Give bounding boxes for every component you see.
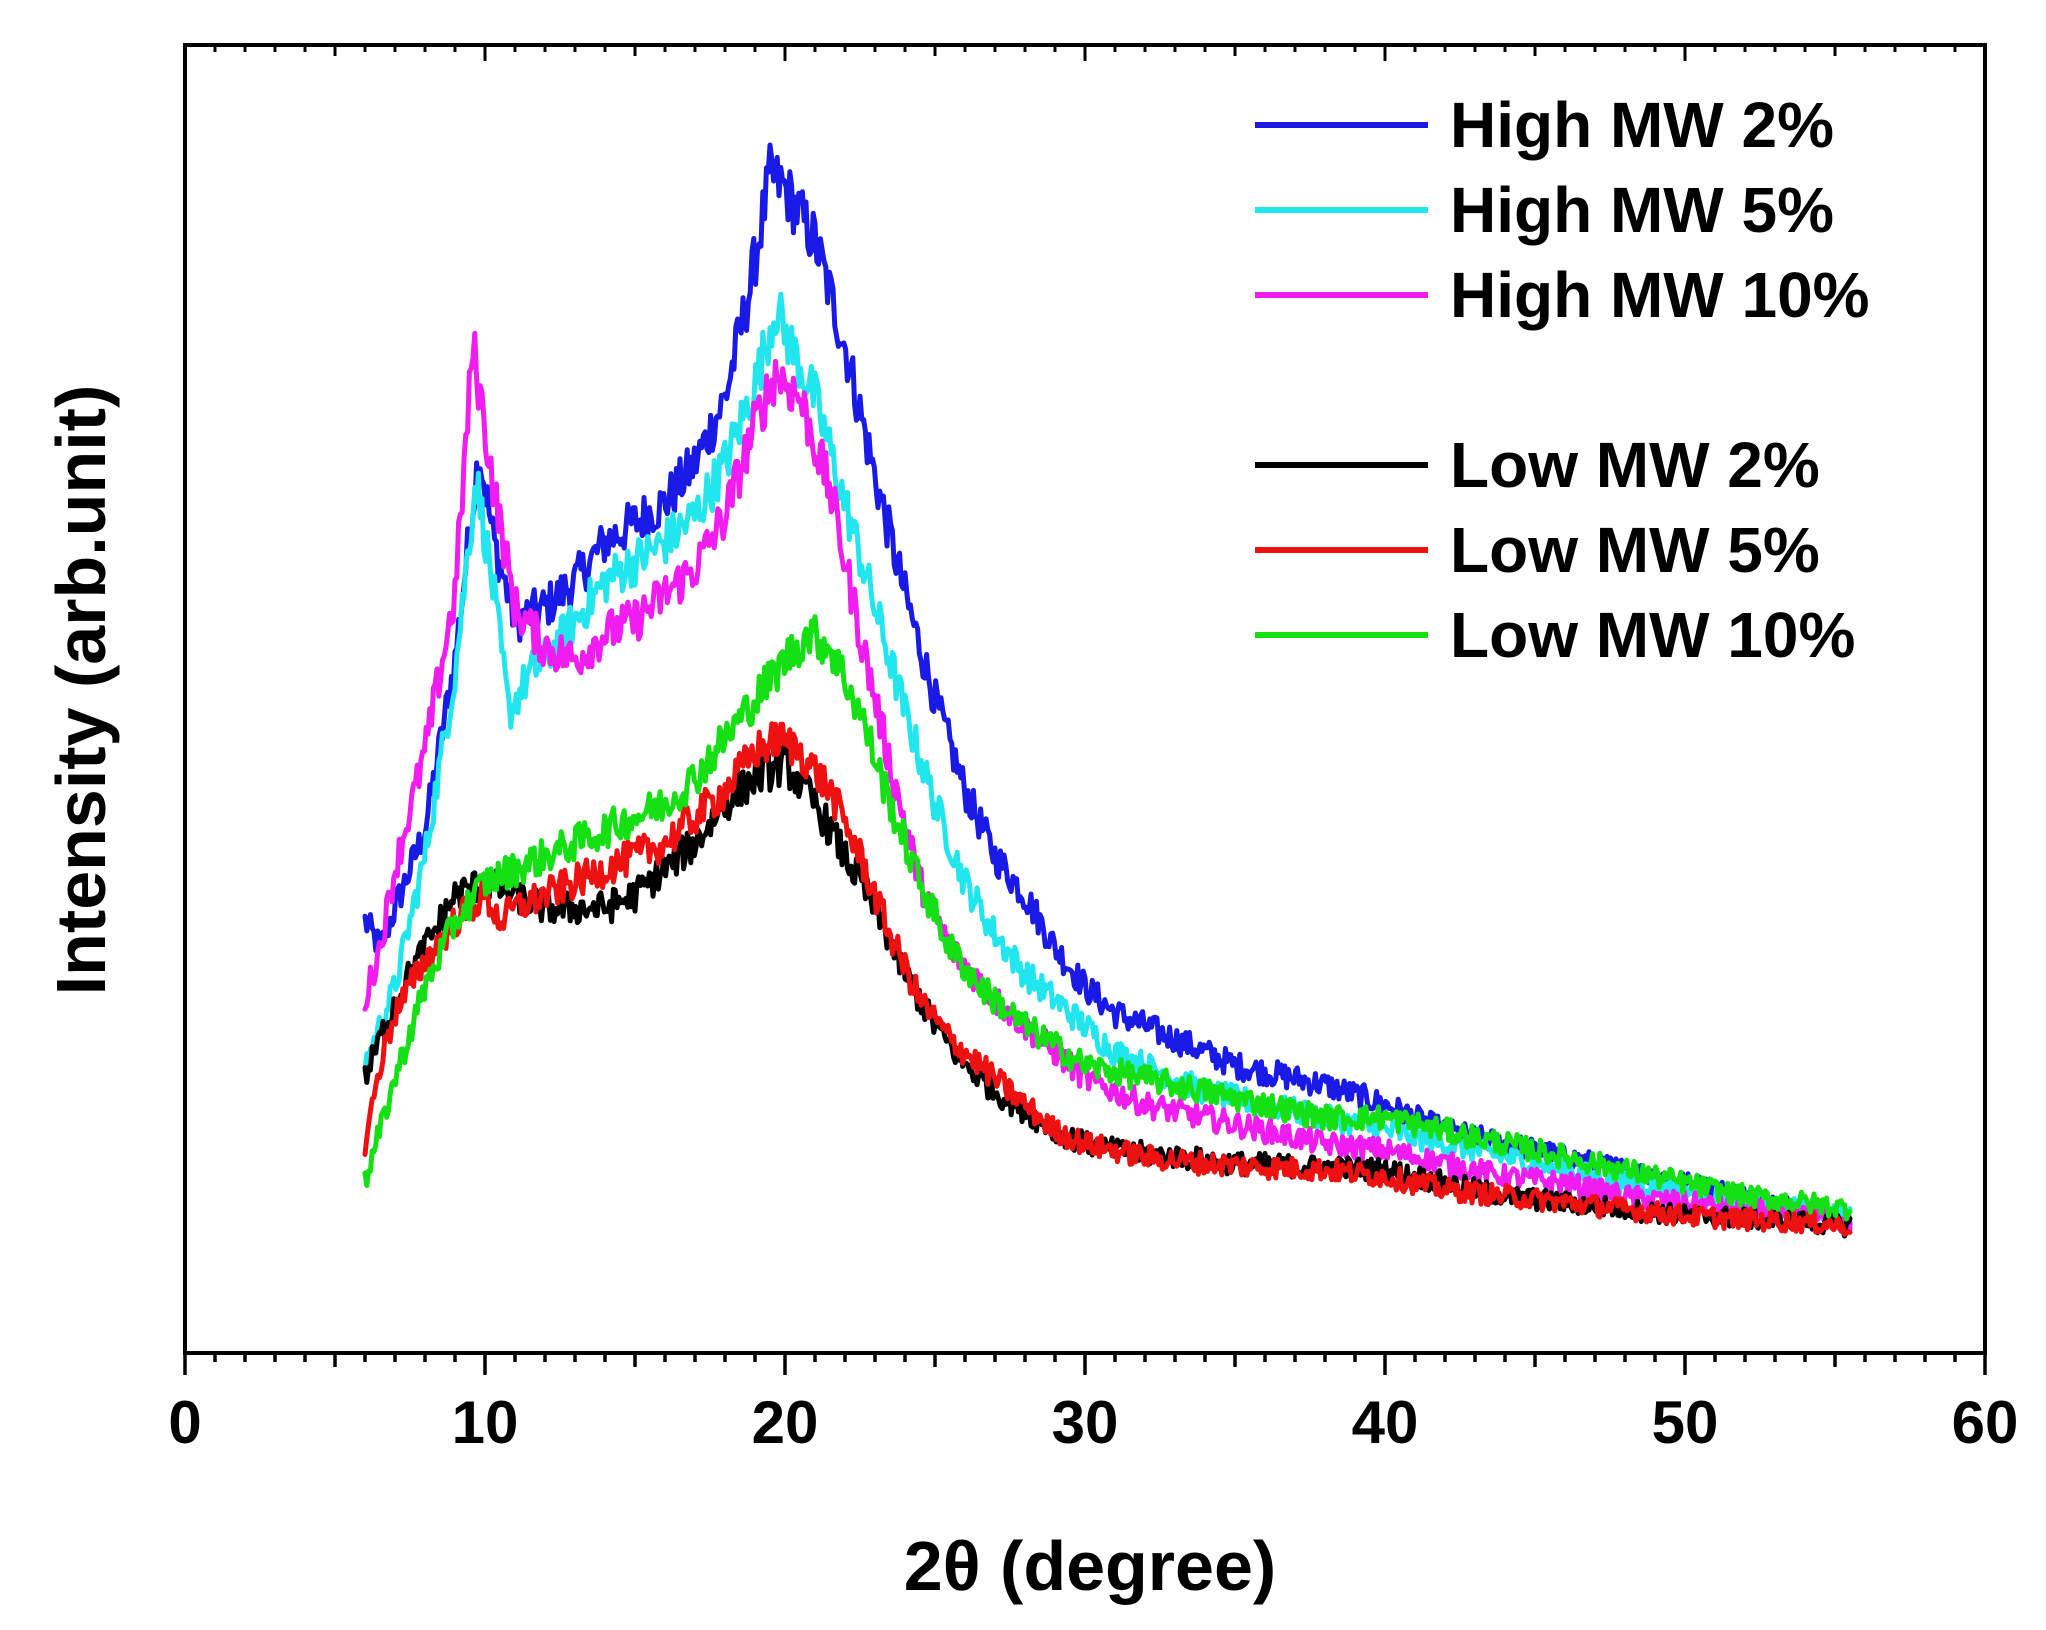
series-line-low-mw-5 xyxy=(362,721,1853,1237)
x-tick-label: 20 xyxy=(752,1389,819,1456)
legend-label-low-mw-2: Low MW 2% xyxy=(1450,429,1820,501)
legend-label-low-mw-5: Low MW 5% xyxy=(1450,514,1820,586)
legend: High MW 2% High MW 5% High MW 10% Low MW 2%… xyxy=(1255,89,1870,671)
x-tick-label: 50 xyxy=(1652,1389,1719,1456)
x-tick-label: 40 xyxy=(1352,1389,1419,1456)
legend-label-high-mw-2: High MW 2% xyxy=(1450,89,1834,161)
x-tick-label: 30 xyxy=(1052,1389,1119,1456)
x-axis-title: 2θ (degree) xyxy=(904,1527,1276,1605)
series-line-high-mw-10 xyxy=(362,330,1853,1232)
legend-label-high-mw-5: High MW 5% xyxy=(1450,174,1834,246)
x-tick-label: 0 xyxy=(168,1389,201,1456)
series-group xyxy=(362,142,1853,1239)
y-axis-title: Intensity (arb.unit) xyxy=(42,385,120,996)
legend-label-high-mw-10: High MW 10% xyxy=(1450,259,1870,331)
series-line-low-mw-10 xyxy=(362,614,1853,1222)
x-tick-label: 10 xyxy=(452,1389,519,1456)
legend-label-low-mw-10: Low MW 10% xyxy=(1450,599,1855,671)
x-tick-label: 60 xyxy=(1952,1389,2019,1456)
axes: 0 10 20 30 40 50 60 xyxy=(168,45,2018,1456)
